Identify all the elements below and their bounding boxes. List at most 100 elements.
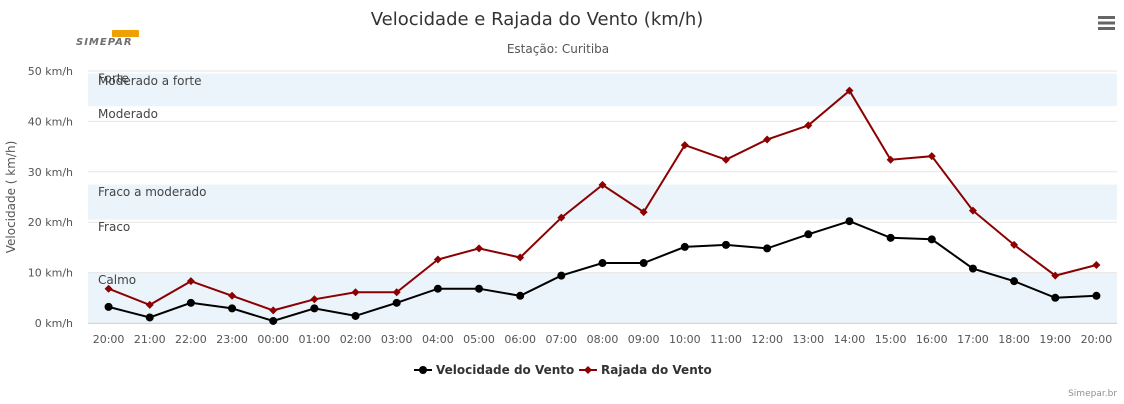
y-axis-ticks: 0 km/h 10 km/h 20 km/h 30 km/h 40 km/h 50 km/… xyxy=(28,65,73,330)
data-point[interactable] xyxy=(104,302,113,311)
data-point[interactable] xyxy=(392,298,401,307)
plot-band-label: Fraco a moderado xyxy=(98,185,207,199)
credits-link[interactable]: Simepar.br xyxy=(1068,389,1117,399)
plot-band-labels: Calmo Fraco Fraco a moderado Moderado Modera… xyxy=(98,72,207,288)
data-point[interactable] xyxy=(104,284,113,293)
x-tick-label: 18:00 xyxy=(998,333,1030,346)
data-point[interactable] xyxy=(557,213,566,222)
x-tick-label: 20:00 xyxy=(93,333,125,346)
data-point[interactable] xyxy=(968,264,977,273)
plot-band-0 xyxy=(88,272,1117,323)
x-tick-label: 21:00 xyxy=(134,333,166,346)
data-point[interactable] xyxy=(763,244,772,253)
data-point[interactable] xyxy=(433,284,442,293)
y-tick-label: 40 km/h xyxy=(28,115,73,128)
data-point[interactable] xyxy=(351,311,360,320)
data-point[interactable] xyxy=(1010,240,1019,249)
x-tick-label: 01:00 xyxy=(299,333,331,346)
chart-subtitle: Estação: Curitiba xyxy=(507,42,609,56)
data-point[interactable] xyxy=(557,271,566,280)
y-tick-label: 20 km/h xyxy=(28,216,73,229)
x-tick-label: 09:00 xyxy=(628,333,660,346)
data-point[interactable] xyxy=(680,242,689,251)
data-point[interactable] xyxy=(763,135,772,144)
series-layer xyxy=(104,86,1101,325)
data-point[interactable] xyxy=(1051,271,1060,280)
x-tick-label: 08:00 xyxy=(587,333,619,346)
legend-marker xyxy=(419,366,427,374)
data-point[interactable] xyxy=(680,141,689,150)
data-point[interactable] xyxy=(475,244,484,253)
x-tick-label: 17:00 xyxy=(957,333,989,346)
data-point[interactable] xyxy=(228,291,237,300)
data-point[interactable] xyxy=(1092,291,1101,300)
data-point[interactable] xyxy=(310,304,319,313)
x-tick-label: 14:00 xyxy=(834,333,866,346)
data-point[interactable] xyxy=(186,277,195,286)
data-point[interactable] xyxy=(721,155,730,164)
data-point[interactable] xyxy=(639,208,648,217)
x-tick-label: 03:00 xyxy=(381,333,413,346)
data-point[interactable] xyxy=(886,155,895,164)
data-point[interactable] xyxy=(845,217,854,226)
x-tick-label: 23:00 xyxy=(216,333,248,346)
y-tick-label: 30 km/h xyxy=(28,166,73,179)
data-point[interactable] xyxy=(927,235,936,244)
plot-band-label: Moderado a forte xyxy=(98,74,202,88)
x-tick-label: 13:00 xyxy=(792,333,824,346)
data-point[interactable] xyxy=(475,284,484,293)
legend-label: Velocidade do Vento xyxy=(436,363,574,377)
data-point[interactable] xyxy=(145,300,154,309)
y-tick-label: 10 km/h xyxy=(28,267,73,280)
data-point[interactable] xyxy=(639,259,648,268)
data-point[interactable] xyxy=(598,180,607,189)
plot-band-2 xyxy=(88,184,1117,220)
data-point[interactable] xyxy=(1051,293,1060,302)
logo-text: SIMEPAR xyxy=(76,37,133,48)
data-point[interactable] xyxy=(186,298,195,307)
hamburger-menu-icon[interactable] xyxy=(1098,16,1115,30)
x-tick-label: 15:00 xyxy=(875,333,907,346)
data-point[interactable] xyxy=(804,121,813,130)
legend-marker xyxy=(584,366,592,374)
logo-accent xyxy=(112,30,139,37)
data-point[interactable] xyxy=(269,306,278,315)
data-point[interactable] xyxy=(228,304,237,313)
y-tick-label: 0 km/h xyxy=(35,317,73,330)
data-point[interactable] xyxy=(886,233,895,242)
x-tick-label: 11:00 xyxy=(710,333,742,346)
x-tick-label: 06:00 xyxy=(504,333,536,346)
data-point[interactable] xyxy=(968,206,977,215)
plot-band-label: Fraco xyxy=(98,220,130,234)
data-point[interactable] xyxy=(804,230,813,239)
y-axis-title: Velocidade ( km/h) xyxy=(4,141,18,254)
x-tick-label: 10:00 xyxy=(669,333,701,346)
x-tick-label: 22:00 xyxy=(175,333,207,346)
data-point[interactable] xyxy=(310,295,319,304)
data-point[interactable] xyxy=(845,86,854,95)
plot-band-4 xyxy=(88,73,1117,107)
data-point[interactable] xyxy=(392,288,401,297)
plot-band-5 xyxy=(88,71,1117,74)
grid-lines xyxy=(88,70,1117,324)
x-tick-label: 00:00 xyxy=(257,333,289,346)
data-point[interactable] xyxy=(721,240,730,249)
data-point[interactable] xyxy=(598,259,607,268)
data-point[interactable] xyxy=(927,152,936,161)
plot-band-3 xyxy=(88,106,1117,185)
data-point[interactable] xyxy=(1010,277,1019,286)
legend-item-0[interactable]: Velocidade do Vento xyxy=(414,363,574,377)
x-tick-label: 16:00 xyxy=(916,333,948,346)
data-point[interactable] xyxy=(516,291,525,300)
data-point[interactable] xyxy=(351,288,360,297)
simepar-logo: SIMEPAR xyxy=(76,30,139,48)
data-point[interactable] xyxy=(1092,261,1101,270)
data-point[interactable] xyxy=(433,255,442,264)
data-point[interactable] xyxy=(516,253,525,262)
legend-item-1[interactable]: Rajada do Vento xyxy=(579,363,712,377)
data-point[interactable] xyxy=(145,313,154,322)
x-axis-ticks: 20:00 21:00 22:00 23:00 00:00 01:00 02:00 03:00… xyxy=(93,333,1113,346)
data-point[interactable] xyxy=(269,316,278,325)
x-tick-label: 12:00 xyxy=(751,333,783,346)
